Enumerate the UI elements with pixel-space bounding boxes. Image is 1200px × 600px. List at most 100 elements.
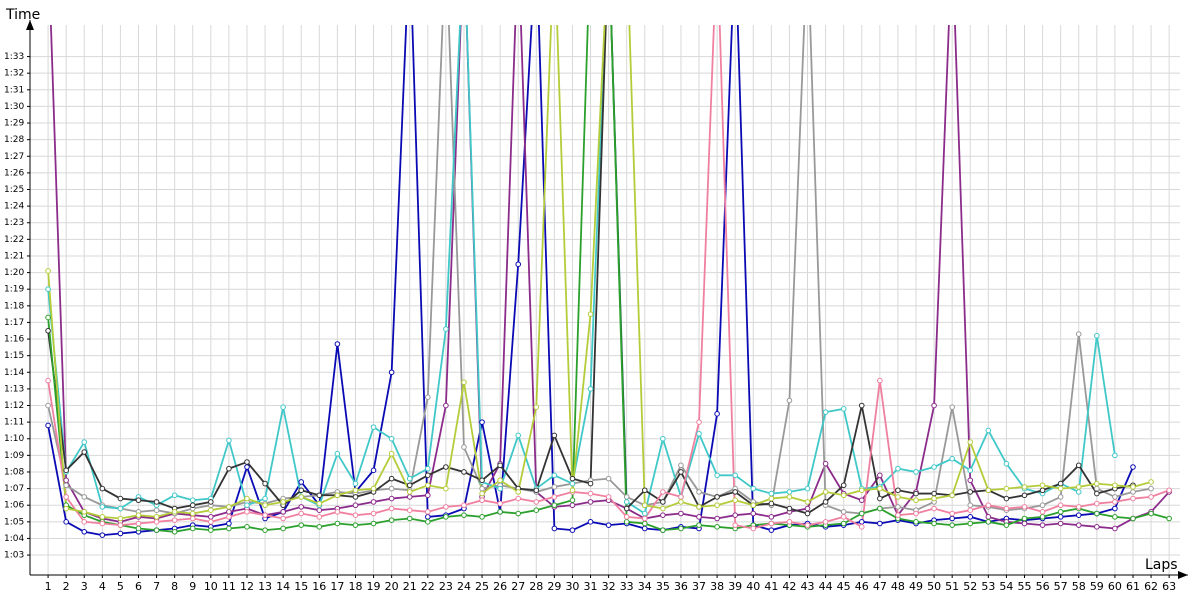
lap-point <box>1057 480 1064 487</box>
lap-point <box>117 522 124 528</box>
lap-point <box>515 510 522 517</box>
lap-point <box>226 437 232 444</box>
lap-point <box>623 519 630 525</box>
lap-point <box>895 494 901 500</box>
lap-point <box>479 497 485 504</box>
lap-point <box>569 502 576 509</box>
x-tick-label: 34 <box>638 580 652 593</box>
lap-point <box>1112 494 1118 500</box>
lap-point <box>1075 462 1082 469</box>
lap-point <box>280 509 286 515</box>
lap-point <box>316 524 323 530</box>
x-tick-label: 58 <box>1072 580 1086 593</box>
lap-point <box>479 485 485 492</box>
y-tick-label: 1:04 <box>4 534 24 544</box>
x-tick-label: 38 <box>710 580 724 593</box>
lap-point <box>696 514 702 520</box>
x-tick-label: 20 <box>385 580 399 593</box>
lap-point <box>1039 482 1046 489</box>
lap-point <box>623 499 630 505</box>
lap-point <box>45 286 51 292</box>
lap-point <box>533 507 540 513</box>
lap-point <box>443 504 449 510</box>
lap-point <box>171 517 178 523</box>
lap-point <box>117 530 124 537</box>
lap-point <box>1112 452 1118 459</box>
lap-point <box>352 522 359 528</box>
y-tick-label: 1:07 <box>4 484 24 494</box>
lap-point <box>153 499 160 505</box>
lap-point <box>949 455 955 462</box>
series-line <box>47 25 1170 533</box>
lap-point <box>515 489 522 495</box>
lap-point <box>768 490 775 497</box>
lap-point <box>660 512 666 518</box>
lap-point <box>1003 522 1010 528</box>
lap-point <box>479 490 485 497</box>
lap-point <box>1021 492 1028 499</box>
lap-point <box>406 494 413 500</box>
lap-point <box>1148 510 1154 517</box>
lap-point <box>1057 514 1064 520</box>
lap-point <box>895 512 901 518</box>
lap-point <box>714 515 720 522</box>
lap-point <box>244 502 250 509</box>
x-tick-label: 32 <box>602 580 616 593</box>
y-tick-label: 1:19 <box>4 285 24 295</box>
y-tick-label: 1:16 <box>4 335 24 345</box>
lap-point <box>660 435 666 442</box>
lap-point <box>461 444 467 450</box>
y-tick-label: 1:13 <box>4 384 24 394</box>
x-tick-label: 42 <box>782 580 796 593</box>
lap-point <box>587 499 594 505</box>
lap-point <box>1094 500 1100 507</box>
x-tick-label: 51 <box>945 580 959 593</box>
lap-point <box>840 482 847 489</box>
lap-point <box>1039 514 1046 520</box>
y-axis-arrow <box>26 20 34 30</box>
x-tick-label: 7 <box>153 580 160 593</box>
lap-point <box>262 495 268 502</box>
lap-point <box>171 492 178 499</box>
lap-point <box>189 525 196 532</box>
y-tick-label: 1:17 <box>4 318 24 328</box>
lap-point <box>280 515 286 522</box>
x-tick-label: 40 <box>746 580 760 593</box>
lap-point <box>967 489 974 495</box>
lap-point <box>641 515 648 522</box>
lap-point <box>515 432 522 439</box>
lap-point <box>660 489 666 495</box>
y-tick-label: 1:03 <box>4 551 24 561</box>
lap-point <box>877 472 883 479</box>
lap-point <box>641 487 648 494</box>
lap-point <box>262 512 268 518</box>
lap-point <box>569 527 576 533</box>
x-tick-label: 26 <box>493 580 507 593</box>
lap-point <box>804 505 811 512</box>
lap-point <box>949 404 955 410</box>
lap-point <box>45 402 51 409</box>
lap-point <box>352 512 359 518</box>
lap-point <box>714 472 720 479</box>
lap-point <box>1112 482 1118 489</box>
lap-point <box>388 505 395 512</box>
lap-point <box>768 527 775 533</box>
lap-point <box>497 477 503 484</box>
y-tick-label: 1:22 <box>4 235 24 245</box>
grid <box>30 25 1180 575</box>
lap-point <box>1075 512 1082 518</box>
lap-point <box>189 515 196 522</box>
lap-point <box>298 479 305 485</box>
lap-point <box>750 485 757 492</box>
lap-point <box>226 465 232 472</box>
lap-point <box>1130 495 1136 502</box>
lap-point <box>967 507 974 513</box>
lap-point <box>334 520 341 527</box>
lap-point <box>479 477 485 484</box>
lap-point <box>750 510 757 517</box>
lap-point <box>1039 487 1046 494</box>
lap-point <box>822 519 829 525</box>
lap-point <box>479 514 485 520</box>
lap-point <box>551 525 558 532</box>
lap-point <box>497 500 503 507</box>
